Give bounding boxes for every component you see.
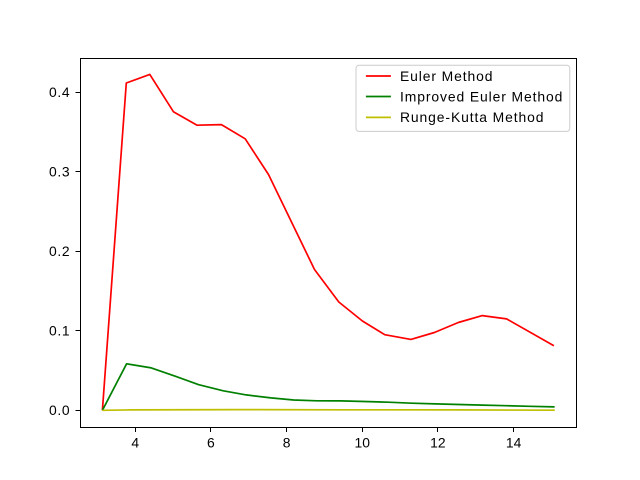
svg-text:0.1: 0.1 bbox=[49, 323, 70, 339]
svg-text:0.4: 0.4 bbox=[49, 84, 70, 100]
svg-text:Euler Method: Euler Method bbox=[400, 68, 493, 84]
svg-text:0.3: 0.3 bbox=[49, 163, 70, 179]
svg-text:12: 12 bbox=[430, 435, 446, 451]
svg-text:0.0: 0.0 bbox=[49, 402, 70, 418]
svg-text:0.2: 0.2 bbox=[49, 243, 70, 259]
svg-text:10: 10 bbox=[354, 435, 370, 451]
svg-text:4: 4 bbox=[131, 435, 139, 451]
svg-text:Runge-Kutta Method: Runge-Kutta Method bbox=[400, 109, 544, 125]
svg-text:6: 6 bbox=[207, 435, 215, 451]
svg-text:8: 8 bbox=[283, 435, 291, 451]
svg-text:Improved Euler Method: Improved Euler Method bbox=[400, 88, 563, 104]
svg-text:14: 14 bbox=[506, 435, 522, 451]
